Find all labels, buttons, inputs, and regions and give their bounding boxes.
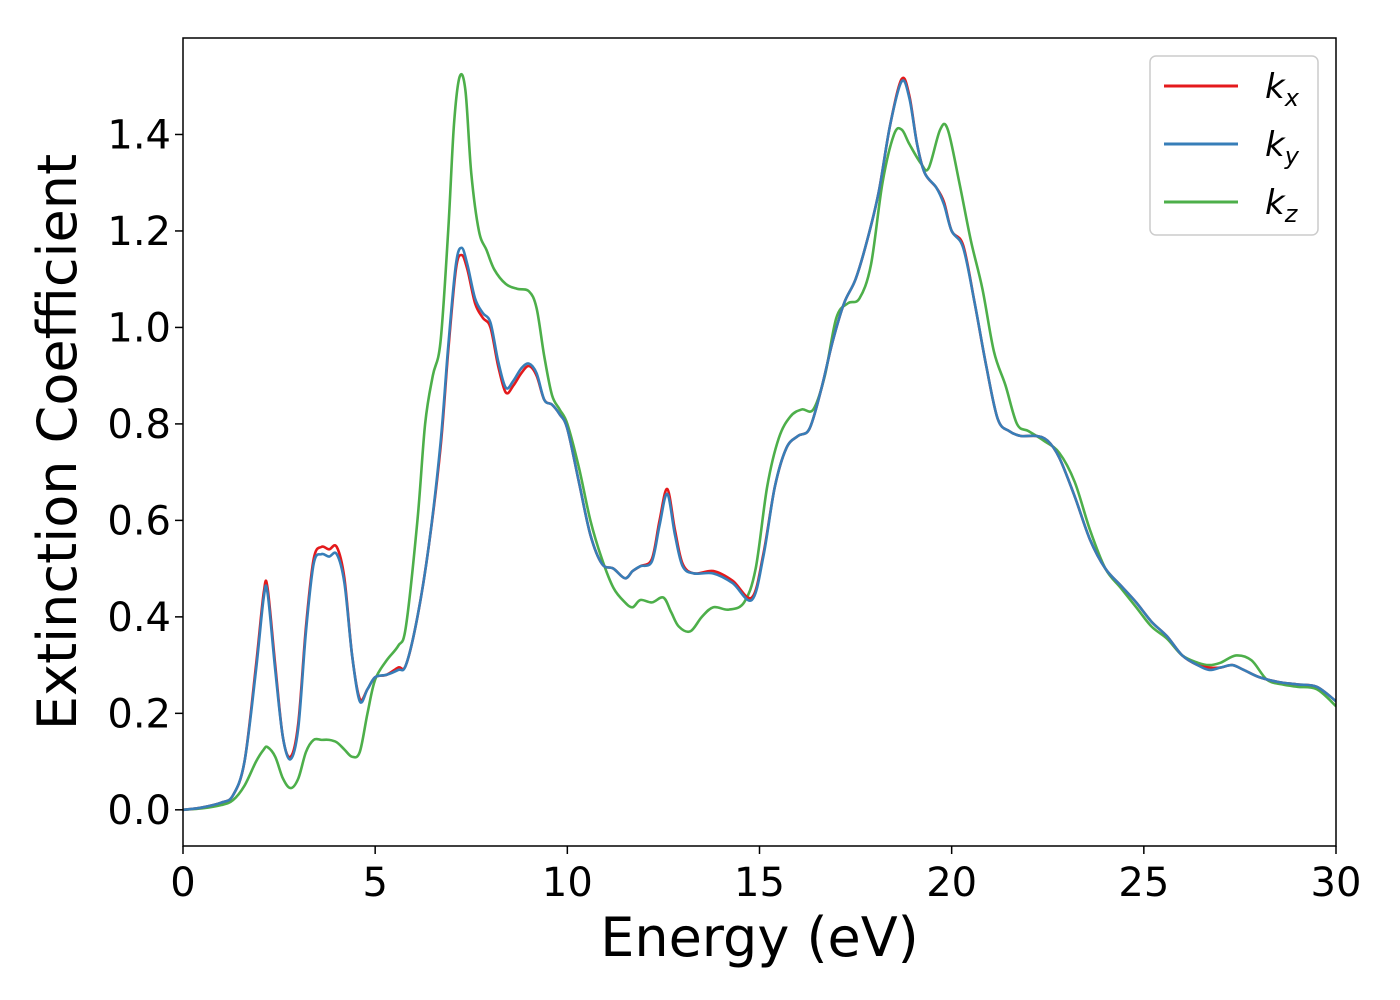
y-tick-label: 1.0 (107, 305, 171, 351)
x-axis-title: Energy (eV) (600, 906, 919, 969)
x-tick-label: 0 (170, 860, 195, 906)
x-tick-label: 30 (1311, 860, 1362, 906)
x-axis: 0 5 10 15 20 25 30 (170, 846, 1361, 906)
y-tick-label: 1.4 (107, 112, 171, 158)
y-tick-label: 0.6 (107, 498, 171, 544)
legend-label-k-x: kx (1265, 67, 1300, 112)
legend-label-k-y: ky (1265, 125, 1300, 170)
series-layer (183, 72, 1336, 812)
x-tick-label: 20 (926, 860, 977, 906)
x-tick-label: 10 (542, 860, 593, 906)
y-tick-label: 0.0 (107, 788, 171, 834)
y-tick-label: 0.4 (107, 595, 171, 641)
y-axis-title: Extinction Coefficient (26, 154, 89, 730)
y-tick-label: 1.2 (107, 209, 171, 255)
y-tick-label: 0.2 (107, 691, 171, 737)
legend-label-k-z: kz (1265, 183, 1299, 228)
x-tick-label: 5 (362, 860, 387, 906)
series-line-k-z (183, 72, 1336, 812)
legend: kx ky kz (1149, 55, 1319, 236)
y-tick-label: 0.8 (107, 402, 171, 448)
y-axis: 0.0 0.2 0.4 0.6 0.8 1.0 1.2 1.4 (107, 112, 183, 834)
x-tick-label: 25 (1118, 860, 1169, 906)
x-tick-label: 15 (734, 860, 785, 906)
series-line-k-y (183, 79, 1336, 812)
